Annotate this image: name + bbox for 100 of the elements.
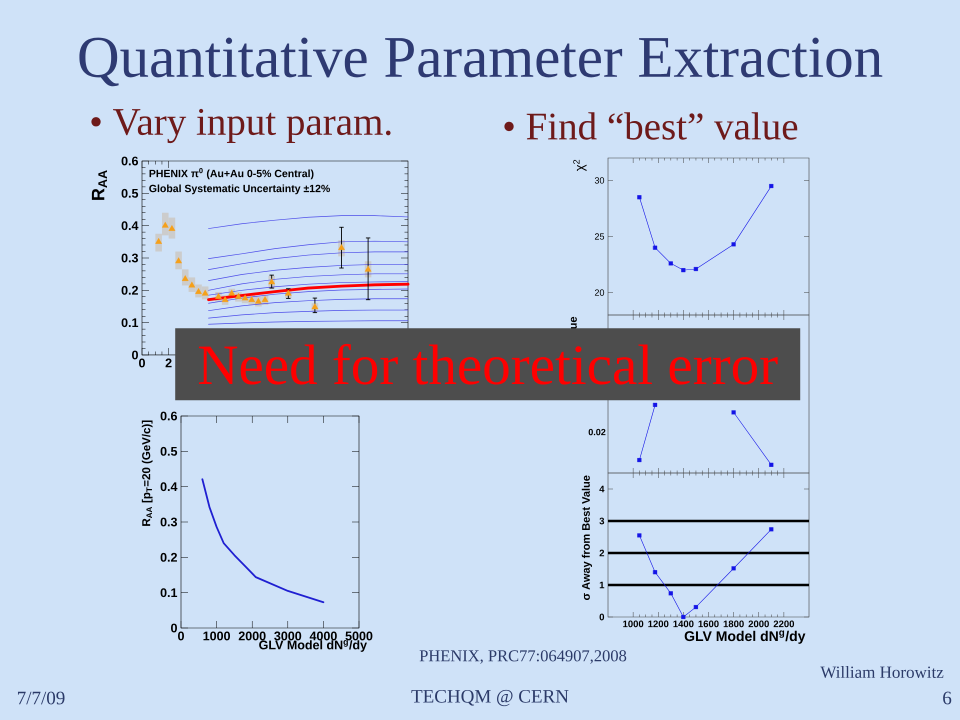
y-tick-label: 0.1 bbox=[160, 588, 178, 598]
line-series bbox=[208, 298, 408, 312]
text: 6 bbox=[943, 692, 952, 704]
x-tick-label: 5000 bbox=[345, 632, 372, 640]
line-series bbox=[208, 264, 408, 281]
y-tick-label: 0.3 bbox=[160, 518, 178, 526]
point bbox=[653, 570, 658, 574]
y-tick-label: 20 bbox=[594, 289, 604, 296]
text: 0.02 bbox=[588, 428, 606, 436]
point bbox=[364, 266, 372, 272]
point bbox=[202, 290, 209, 296]
text: PHENIX, PRC77:064907,2008 bbox=[420, 650, 626, 664]
x-tick-label: 2200 bbox=[774, 620, 794, 628]
y-tick-label: 25 bbox=[594, 233, 604, 240]
text: TECHQM @ CERN bbox=[411, 690, 569, 706]
x-tick-label: 3000 bbox=[274, 632, 302, 640]
y-tick-label: 0.6 bbox=[122, 156, 138, 166]
y-tick-label: 0.3 bbox=[122, 254, 138, 262]
y-tick-label: 0.5 bbox=[122, 188, 138, 198]
point bbox=[732, 410, 736, 414]
point bbox=[681, 268, 686, 272]
point bbox=[268, 278, 276, 284]
point bbox=[162, 222, 169, 228]
line-series bbox=[207, 282, 410, 302]
point bbox=[254, 298, 262, 304]
point bbox=[188, 282, 196, 288]
y-tick-label: 4 bbox=[599, 486, 604, 492]
point bbox=[175, 257, 182, 264]
y-tick-label: 0.5 bbox=[160, 446, 178, 456]
x-axis-title: GLV Model dN$^{g}$/dy bbox=[684, 630, 806, 644]
y-axis-title: σ Away from Best Value bbox=[582, 476, 592, 600]
point bbox=[732, 566, 736, 570]
annotation: PHENIX π$^{0}$ (Au+Au 0-5% Central) bbox=[150, 168, 314, 180]
point bbox=[732, 242, 736, 246]
point bbox=[668, 591, 673, 596]
point bbox=[769, 184, 774, 188]
x-tick-label: 1200 bbox=[648, 620, 668, 628]
chart-subtitle: • Find “best” value bbox=[504, 112, 798, 140]
point bbox=[338, 244, 345, 250]
y-tick-label: 0.2 bbox=[160, 552, 177, 562]
point bbox=[262, 296, 268, 302]
line-series bbox=[208, 288, 408, 304]
y-tick-label: 0 bbox=[132, 350, 138, 360]
x-tick-label: 0 bbox=[178, 632, 184, 640]
y-tick-label: 0.4 bbox=[160, 482, 178, 492]
point bbox=[182, 275, 189, 282]
point bbox=[215, 292, 222, 299]
y-tick-label: 30 bbox=[594, 177, 604, 184]
point bbox=[637, 533, 642, 538]
y-tick-label: 0.2 bbox=[122, 286, 138, 295]
x-tick-label: 1600 bbox=[698, 620, 719, 628]
line-series bbox=[208, 215, 408, 229]
y-tick-label: 0.4 bbox=[122, 221, 138, 230]
point bbox=[769, 527, 774, 532]
chart-subtitle: • Vary input param. bbox=[91, 108, 391, 144]
line-series bbox=[208, 240, 408, 259]
point bbox=[235, 292, 242, 299]
y-tick-label: 0 bbox=[600, 614, 604, 620]
x-tick-label: 1000 bbox=[623, 620, 644, 628]
line-series bbox=[208, 251, 408, 270]
point bbox=[653, 246, 658, 250]
point bbox=[637, 458, 642, 462]
annotation: Global Systematic Uncertainty ±12% bbox=[149, 184, 330, 194]
y-tick-label: 0.6 bbox=[160, 412, 178, 420]
x-tick-label: 4000 bbox=[310, 632, 337, 640]
point bbox=[228, 290, 236, 296]
point bbox=[694, 605, 698, 610]
line-series bbox=[208, 310, 408, 318]
point bbox=[248, 296, 256, 302]
point bbox=[168, 224, 176, 231]
text: 7/7/09 bbox=[18, 692, 65, 704]
point bbox=[681, 614, 686, 620]
y-tick-label: 2 bbox=[600, 550, 604, 556]
line-series bbox=[201, 478, 324, 604]
y-tick-label: 3 bbox=[599, 518, 604, 524]
text: Quantitative Parameter Extraction bbox=[79, 38, 882, 86]
point bbox=[242, 294, 248, 300]
y-axis-title: χ$^{2}$ bbox=[573, 160, 587, 172]
y-tick-label: 1 bbox=[600, 582, 604, 588]
x-tick-label: 1400 bbox=[673, 620, 694, 628]
text: William Horowitz bbox=[820, 666, 944, 678]
point bbox=[694, 266, 698, 272]
point bbox=[668, 261, 673, 266]
point bbox=[653, 402, 658, 407]
annotation: Need for theoretical error bbox=[198, 344, 778, 385]
x-tick-label: 2000 bbox=[748, 620, 769, 628]
point bbox=[222, 296, 229, 302]
x-axis-title: GLV Model dN$^{g}$/dy bbox=[259, 640, 367, 652]
x-tick-label: 1000 bbox=[203, 632, 230, 640]
point bbox=[769, 462, 774, 467]
y-tick-label: 0.1 bbox=[122, 318, 138, 328]
x-tick-label: 2000 bbox=[238, 632, 266, 640]
y-axis-title: ue bbox=[570, 316, 577, 329]
y-axis-title: R$_{AA}$ [p$_{T}$=20 (GeV/c)] bbox=[142, 420, 153, 526]
y-axis-title: R$_{AA}$ bbox=[92, 170, 107, 200]
point bbox=[155, 238, 162, 244]
point bbox=[284, 290, 292, 296]
point bbox=[637, 195, 642, 200]
x-tick-label: 1800 bbox=[724, 620, 744, 628]
point bbox=[195, 288, 202, 294]
